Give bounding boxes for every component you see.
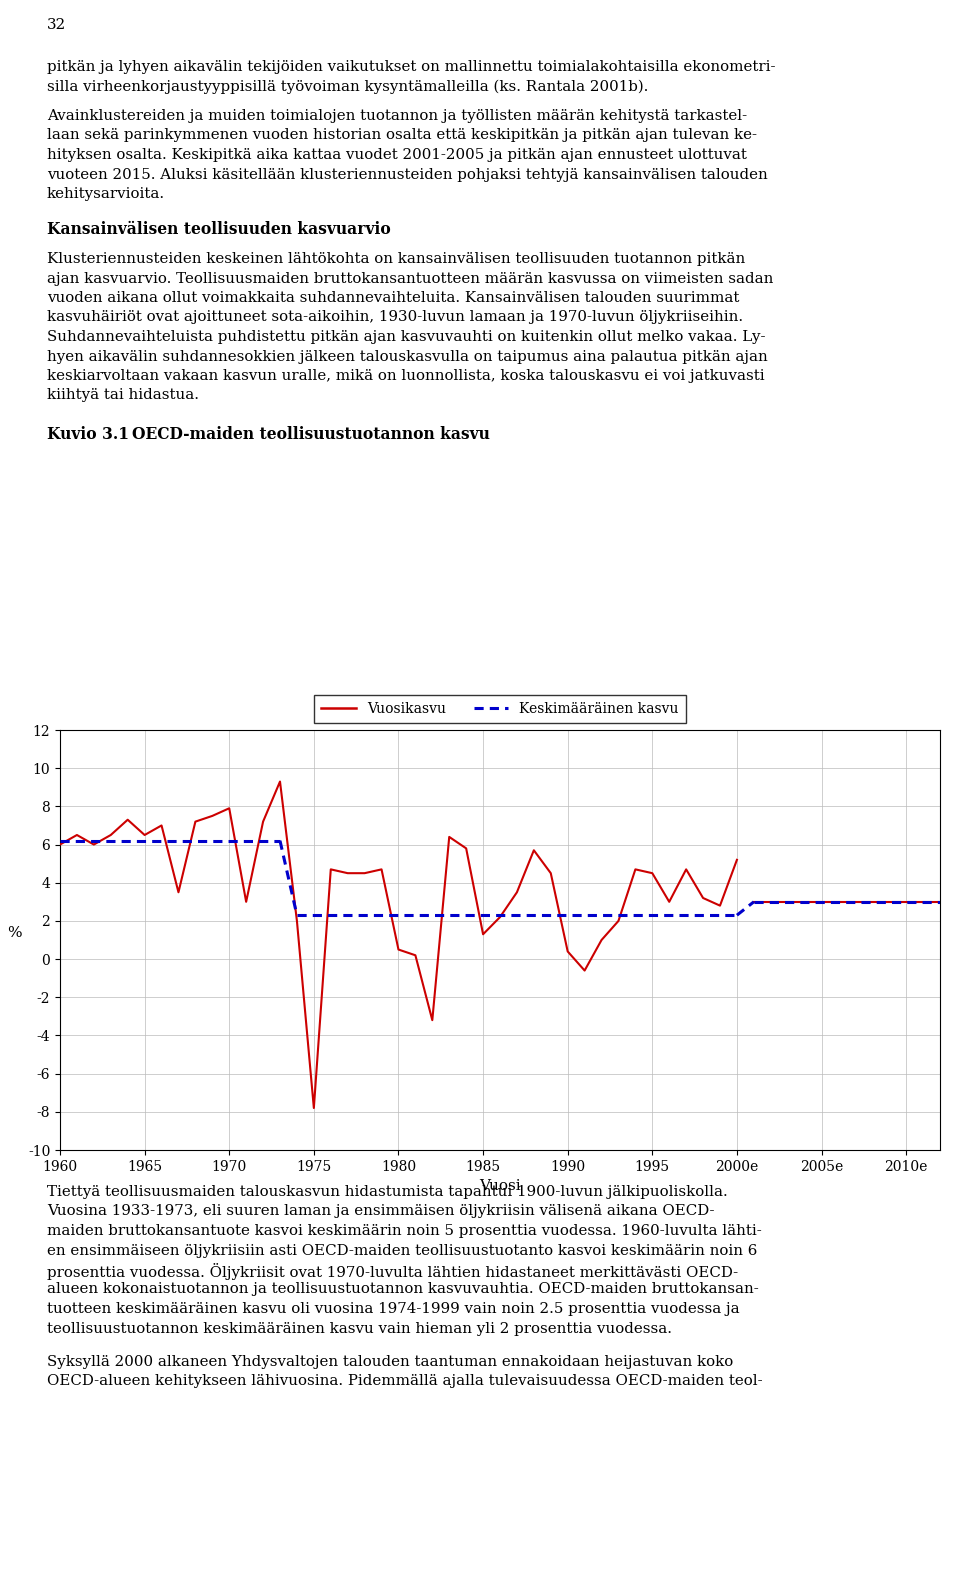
Text: en ensimmäiseen öljykriisiin asti OECD-maiden teollisuustuotanto kasvoi keskimää: en ensimmäiseen öljykriisiin asti OECD-m… (47, 1243, 757, 1258)
Text: OECD-maiden teollisuustuotannon kasvu: OECD-maiden teollisuustuotannon kasvu (132, 426, 490, 444)
Legend: Vuosikasvu, Keskimääräinen kasvu: Vuosikasvu, Keskimääräinen kasvu (314, 694, 685, 723)
Text: vuoteen 2015. Aluksi käsitellään klusteriennusteiden pohjaksi tehtyjä kansainväl: vuoteen 2015. Aluksi käsitellään kluster… (47, 168, 768, 182)
X-axis label: Vuosi: Vuosi (479, 1179, 521, 1194)
Text: kiihtyä tai hidastua.: kiihtyä tai hidastua. (47, 388, 199, 402)
Text: prosenttia vuodessa. Öljykriisit ovat 1970-luvulta lähtien hidastaneet merkittäv: prosenttia vuodessa. Öljykriisit ovat 19… (47, 1262, 738, 1280)
Text: Klusteriennusteiden keskeinen lähtökohta on kansainvälisen teollisuuden tuotanno: Klusteriennusteiden keskeinen lähtökohta… (47, 252, 745, 267)
Text: pitkän ja lyhyen aikavälin tekijöiden vaikutukset on mallinnettu toimialakohtais: pitkän ja lyhyen aikavälin tekijöiden va… (47, 61, 776, 73)
Text: Syksyllä 2000 alkaneen Yhdysvaltojen talouden taantuman ennakoidaan heijastuvan : Syksyllä 2000 alkaneen Yhdysvaltojen tal… (47, 1355, 733, 1369)
Text: tuotteen keskimääräinen kasvu oli vuosina 1974-1999 vain noin 2.5 prosenttia vuo: tuotteen keskimääräinen kasvu oli vuosin… (47, 1302, 739, 1317)
Text: Tiettyä teollisuusmaiden talouskasvun hidastumista tapahtui 1900-luvun jälkipuol: Tiettyä teollisuusmaiden talouskasvun hi… (47, 1184, 728, 1199)
Text: Kuvio 3.1: Kuvio 3.1 (47, 426, 129, 444)
Text: hityksen osalta. Keskipitkä aika kattaa vuodet 2001-2005 ja pitkän ajan ennustee: hityksen osalta. Keskipitkä aika kattaa … (47, 148, 747, 163)
Text: Vuosina 1933-1973, eli suuren laman ja ensimmäisen öljykriisin välisenä aikana O: Vuosina 1933-1973, eli suuren laman ja e… (47, 1205, 714, 1218)
Text: Kansainvälisen teollisuuden kasvuarvio: Kansainvälisen teollisuuden kasvuarvio (47, 220, 391, 238)
Text: maiden bruttokansantuote kasvoi keskimäärin noin 5 prosenttia vuodessa. 1960-luv: maiden bruttokansantuote kasvoi keskimää… (47, 1224, 761, 1238)
Text: kehitysarvioita.: kehitysarvioita. (47, 187, 165, 201)
Text: alueen kokonaistuotannon ja teollisuustuotannon kasvuvauhtia. OECD-maiden brutto: alueen kokonaistuotannon ja teollisuustu… (47, 1283, 758, 1296)
Text: Suhdannevaihteluista puhdistettu pitkän ajan kasvuvauhti on kuitenkin ollut melk: Suhdannevaihteluista puhdistettu pitkän … (47, 330, 765, 345)
Text: Avainklustereiden ja muiden toimialojen tuotannon ja työllisten määrän kehitystä: Avainklustereiden ja muiden toimialojen … (47, 109, 747, 123)
Text: OECD-alueen kehitykseen lähivuosina. Pidemmällä ajalla tulevaisuudessa OECD-maid: OECD-alueen kehitykseen lähivuosina. Pid… (47, 1374, 762, 1389)
Text: kasvuhäiriöt ovat ajoittuneet sota-aikoihin, 1930-luvun lamaan ja 1970-luvun ölj: kasvuhäiriöt ovat ajoittuneet sota-aikoi… (47, 311, 743, 324)
Y-axis label: %: % (7, 926, 21, 940)
Text: ajan kasvuarvio. Teollisuusmaiden bruttokansantuotteen määrän kasvussa on viimei: ajan kasvuarvio. Teollisuusmaiden brutto… (47, 271, 774, 286)
Text: teollisuustuotannon keskimääräinen kasvu vain hieman yli 2 prosenttia vuodessa.: teollisuustuotannon keskimääräinen kasvu… (47, 1321, 672, 1336)
Text: laan sekä parinkymmenen vuoden historian osalta että keskipitkän ja pitkän ajan : laan sekä parinkymmenen vuoden historian… (47, 129, 757, 142)
Text: 32: 32 (47, 18, 66, 32)
Text: keskiarvoltaan vakaan kasvun uralle, mikä on luonnollista, koska talouskasvu ei : keskiarvoltaan vakaan kasvun uralle, mik… (47, 369, 764, 383)
Text: vuoden aikana ollut voimakkaita suhdannevaihteluita. Kansainvälisen talouden suu: vuoden aikana ollut voimakkaita suhdanne… (47, 290, 739, 305)
Text: silla virheenkorjaustyyppisillä työvoiman kysyntämalleilla (ks. Rantala 2001b).: silla virheenkorjaustyyppisillä työvoima… (47, 80, 648, 94)
Text: hyen aikavälin suhdannesokkien jälkeen talouskasvulla on taipumus aina palautua : hyen aikavälin suhdannesokkien jälkeen t… (47, 350, 768, 364)
